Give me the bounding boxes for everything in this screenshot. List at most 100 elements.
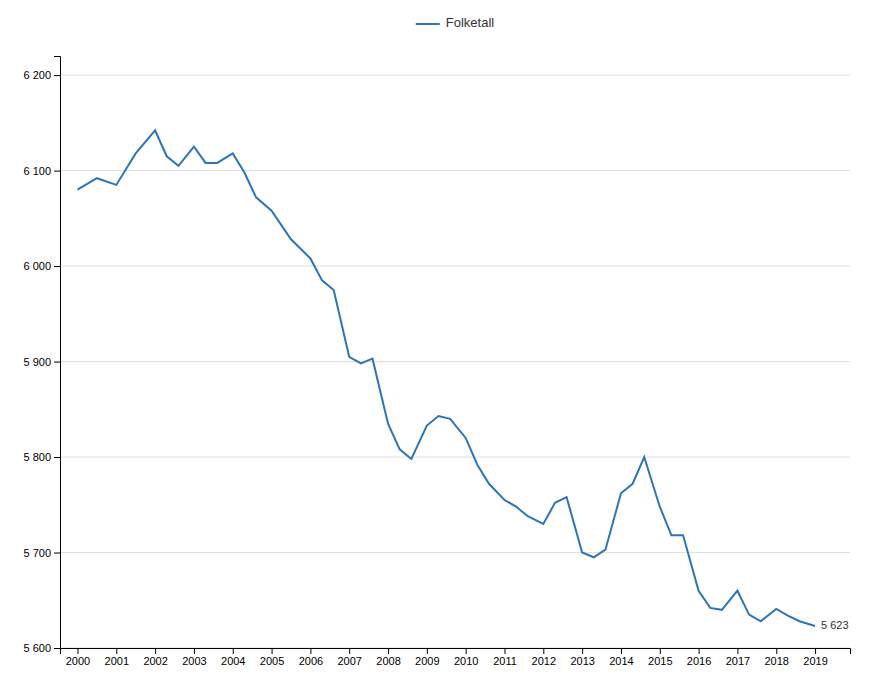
tick: 5 800 [23,451,60,463]
tick-mark [54,457,60,458]
tick: 2007 [337,648,361,667]
tick-label: 2010 [454,655,478,667]
x-axis: 2000 2001 2002 2003 2004 2005 2006 2007 2008 2009… [61,648,851,667]
tick: 2001 [105,648,129,667]
marks [77,130,815,626]
line [77,130,815,626]
tick-label: 2018 [764,655,788,667]
tick-label: 2004 [221,655,245,667]
tick: 2006 [299,648,323,667]
tick-mark [582,648,583,654]
tick-label: 2008 [376,655,400,667]
tick-label: 5 700 [23,547,51,559]
axis-line [54,57,61,649]
axis-line [61,649,851,655]
tick-mark [54,362,60,363]
tick: 2010 [454,648,478,667]
tick: 2014 [609,648,633,667]
tick-label: 5 600 [23,642,51,654]
tick-mark [310,648,311,654]
tick: 6 100 [23,165,60,177]
tick-mark [466,648,467,654]
tick-mark [349,648,350,654]
tick-mark [776,648,777,654]
tick-label: 6 100 [23,165,51,177]
tick: 2013 [570,648,594,667]
tick-mark [815,648,816,654]
grid-line [60,457,850,458]
tick-mark [54,553,60,554]
tick-mark [54,648,60,649]
grid-line [60,75,850,76]
grid-line [60,170,850,171]
chart: 2000 2001 2002 2003 2004 2005 2006 2007 2008 2009… [0,0,894,688]
grid-line [60,266,850,267]
tick-label: 6 000 [23,260,51,272]
plot: 2000 2001 2002 2003 2004 2005 2006 2007 2008 2009… [23,57,850,667]
tick-label: 2003 [182,655,206,667]
tick-mark [116,648,117,654]
tick: 2002 [143,648,167,667]
tick-label: 2000 [66,655,90,667]
legend-swatch [416,23,440,25]
tick-mark [660,648,661,654]
tick-mark [77,648,78,654]
tick-mark [388,648,389,654]
tick-label: 2002 [143,655,167,667]
tick: 2000 [66,648,90,667]
tick-mark [699,648,700,654]
tick: 2015 [648,648,672,667]
tick-mark [427,648,428,654]
tick: 6 200 [23,69,60,81]
tick: 2008 [376,648,400,667]
tick-label: 2019 [803,655,827,667]
grid-line [60,361,850,362]
tick-label: 2001 [105,655,129,667]
annotation: 5 623 [821,619,849,631]
tick: 5 700 [23,547,60,559]
tick-label: 5 900 [23,356,51,368]
tick: 2005 [260,648,284,667]
legend-label: Folketall [446,15,495,30]
tick-label: 2017 [726,655,750,667]
tick-mark [621,648,622,654]
tick-mark [54,266,60,267]
tick: 2019 [803,648,827,667]
tick: 2018 [764,648,788,667]
tick-label: 2009 [415,655,439,667]
tick-label: 2015 [648,655,672,667]
tick-label: 2011 [493,655,517,667]
tick-mark [272,648,273,654]
tick-label: 2016 [687,655,711,667]
tick: 2011 [493,648,517,667]
legend: Folketall [416,15,495,30]
tick-mark [543,648,544,654]
tick: 2003 [182,648,206,667]
tick-label: 2005 [260,655,284,667]
legend-item: Folketall [416,15,495,30]
tick-mark [504,648,505,654]
tick-mark [233,648,234,654]
tick-label: 5 800 [23,451,51,463]
tick-mark [194,648,195,654]
tick: 2016 [687,648,711,667]
tick: 2004 [221,648,245,667]
tick-label: 2013 [570,655,594,667]
tick-mark [54,171,60,172]
tick-label: 6 200 [23,69,51,81]
tick-label: 2014 [609,655,633,667]
tick: 5 600 [23,642,60,654]
tick-mark [155,648,156,654]
tick-label: 2006 [299,655,323,667]
tick-mark [54,75,60,76]
tick: 6 000 [23,260,60,272]
tick: 2012 [532,648,556,667]
tick: 5 900 [23,356,60,368]
tick-mark [737,648,738,654]
tick: 2009 [415,648,439,667]
y-axis: 5 600 5 700 5 800 5 900 6 000 6 100 6 200 [23,57,60,655]
grid-line [60,552,850,553]
grid [60,75,850,648]
tick: 2017 [726,648,750,667]
tick-label: 2007 [337,655,361,667]
